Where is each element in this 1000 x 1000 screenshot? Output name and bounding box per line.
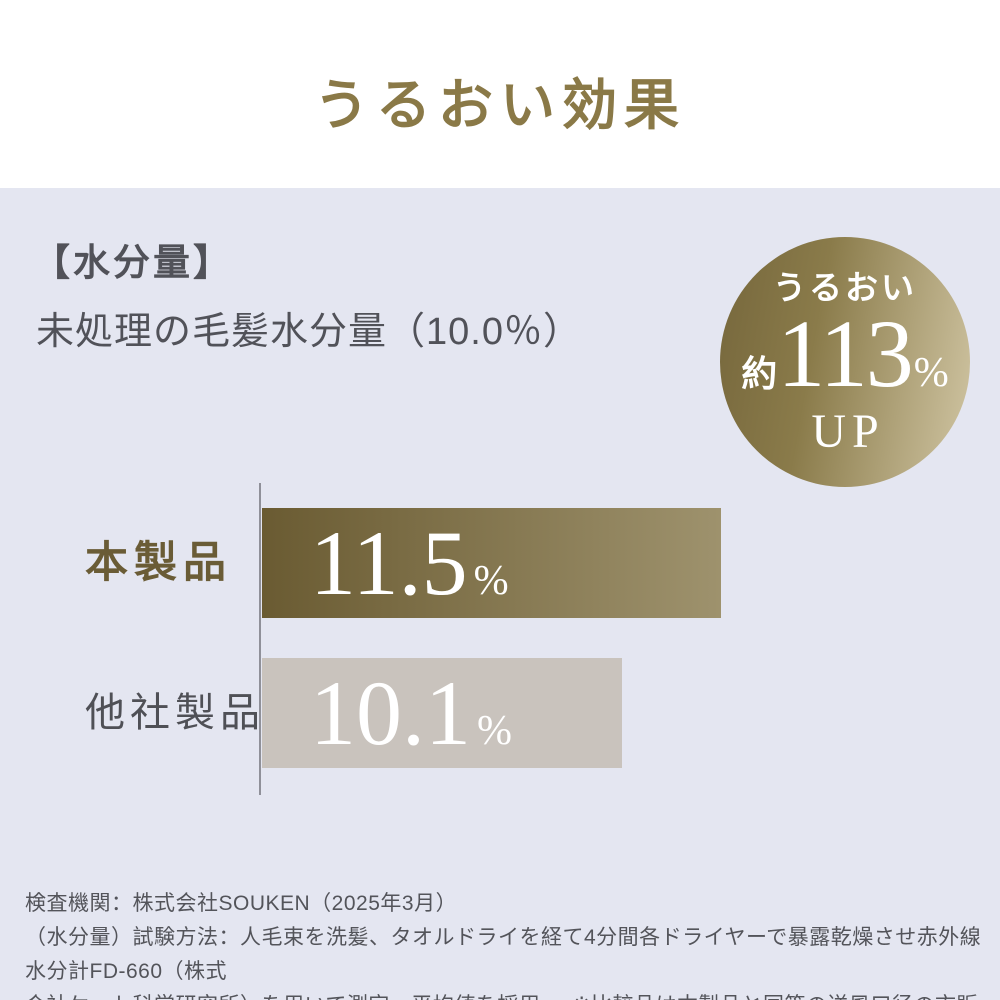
- badge-percent-value: 113: [777, 299, 913, 407]
- section-heading: 【水分量】: [33, 242, 233, 283]
- chart-axis-line: [259, 483, 261, 795]
- bar-label-product: 本製品: [85, 539, 232, 587]
- footnote-line: 検査機関：株式会社SOUKEN（2025年3月）: [25, 892, 458, 915]
- baseline-note: 未処理の毛髪水分量（10.0％）: [36, 311, 582, 353]
- bar-other: 10.1%: [262, 658, 622, 768]
- badge-approx-prefix: 約: [741, 353, 778, 394]
- footnotes: 検査機関：株式会社SOUKEN（2025年3月） （水分量）試験方法：人毛束を洗…: [25, 887, 985, 1000]
- bar-product-value: 11.5%: [310, 512, 509, 614]
- footnote-line: 会社ケット科学研究所）を用いて測定、平均値を採用。 ※比較品は本製品と同等の送風…: [25, 989, 985, 1000]
- bar-label-other: 他社製品: [85, 691, 265, 735]
- badge-value-row: 約 113 %: [741, 299, 949, 407]
- page-title: うるおい効果: [313, 75, 686, 136]
- badge-label: うるおい: [773, 268, 917, 306]
- badge-percent-sign: %: [913, 349, 949, 396]
- moisture-panel: 【水分量】 未処理の毛髪水分量（10.0％） うるおい 約 113 % UP 本…: [0, 188, 1000, 1000]
- bar-product: 11.5%: [262, 508, 721, 618]
- footnote-line: （水分量）試験方法：人毛束を洗髪、タオルドライを経て4分間各ドライヤーで暴露乾燥…: [25, 926, 982, 983]
- improvement-badge: うるおい 約 113 % UP: [720, 237, 970, 487]
- bar-other-value: 10.1%: [310, 662, 512, 764]
- badge-up-label: UP: [811, 404, 885, 458]
